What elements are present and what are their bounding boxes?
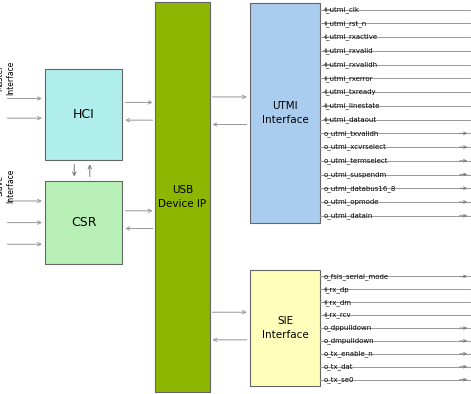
Text: o_dmpulldown: o_dmpulldown — [324, 338, 374, 344]
Text: i_utmi_linestate: i_utmi_linestate — [324, 102, 380, 109]
Text: o_tx_dat: o_tx_dat — [324, 363, 354, 370]
Text: CSR: CSR — [71, 216, 97, 229]
Text: o_tx_enable_n: o_tx_enable_n — [324, 350, 374, 357]
Text: HCI: HCI — [73, 108, 95, 121]
Text: SIE
Interface: SIE Interface — [261, 316, 309, 340]
Text: i_rx_dm: i_rx_dm — [324, 299, 351, 306]
Bar — [250, 270, 320, 386]
Text: i_utmi_rxerror: i_utmi_rxerror — [324, 75, 373, 82]
Text: o_utmi_txvalidh: o_utmi_txvalidh — [324, 130, 380, 137]
Text: o_dppulldown: o_dppulldown — [324, 325, 372, 331]
Text: i_utmi_dataout: i_utmi_dataout — [324, 116, 376, 123]
Text: i_utmi_rst_n: i_utmi_rst_n — [324, 20, 366, 27]
Text: i_rx_rcv: i_rx_rcv — [324, 312, 351, 318]
Text: i_rx_dp: i_rx_dp — [324, 286, 349, 293]
Bar — [250, 3, 320, 223]
Text: o_fsls_serial_mode: o_fsls_serial_mode — [324, 273, 389, 280]
Text: i_utmi_txready: i_utmi_txready — [324, 89, 376, 95]
Text: i_utmi_rxactive: i_utmi_rxactive — [324, 34, 377, 41]
Bar — [45, 69, 122, 160]
Text: o_utmi_termselect: o_utmi_termselect — [324, 157, 389, 164]
Text: Master
Interface: Master Interface — [0, 60, 16, 95]
Text: o_utmi_databus16_8: o_utmi_databus16_8 — [324, 185, 397, 191]
Text: i_utmi_rxvalidh: i_utmi_rxvalidh — [324, 61, 377, 68]
Text: UTMI
Interface: UTMI Interface — [261, 101, 309, 125]
Text: USB
Device IP: USB Device IP — [158, 185, 207, 209]
Text: o_utmi_opmode: o_utmi_opmode — [324, 199, 380, 205]
Text: Slave
Interface: Slave Interface — [0, 169, 16, 203]
Bar — [45, 181, 122, 264]
Bar — [155, 2, 210, 392]
Text: i_utmi_clk: i_utmi_clk — [324, 6, 359, 13]
Text: o_utmi_xcvrselect: o_utmi_xcvrselect — [324, 144, 387, 151]
Text: i_utmi_rxvalid: i_utmi_rxvalid — [324, 47, 373, 54]
Text: o_tx_se0: o_tx_se0 — [324, 376, 355, 383]
Text: o_utmi_datain: o_utmi_datain — [324, 212, 374, 219]
Text: o_utmi_suspendm: o_utmi_suspendm — [324, 171, 387, 178]
